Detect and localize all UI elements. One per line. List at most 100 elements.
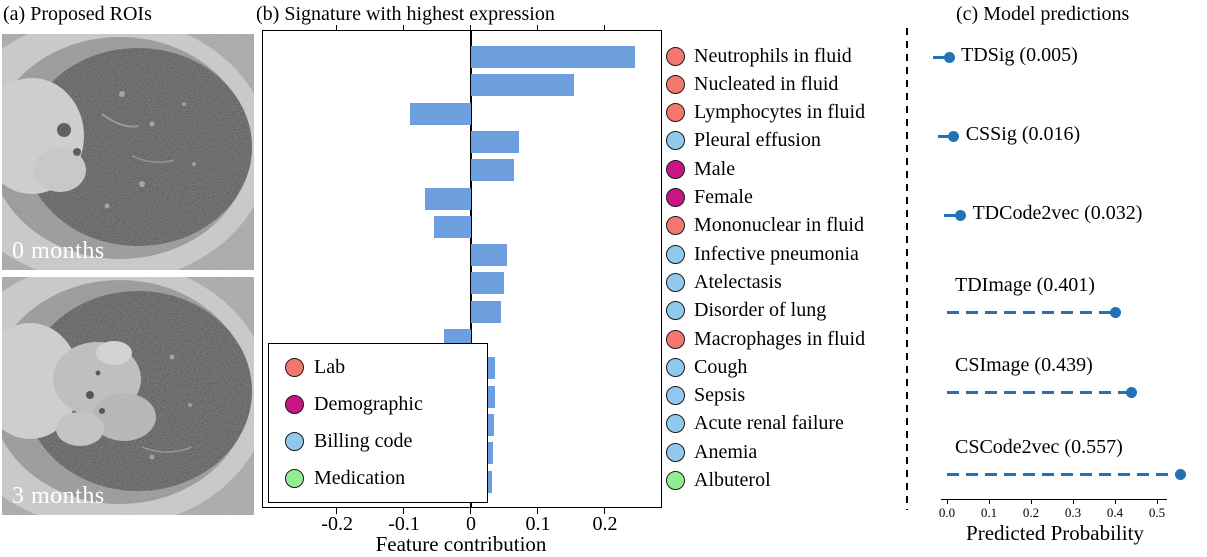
demographic-category-dot [666, 188, 685, 207]
feature-label-row: Anemia [666, 439, 757, 465]
x-tick-mark [335, 25, 338, 31]
billing-code-category-dot [666, 357, 685, 377]
feature-label: Sepsis [694, 384, 746, 407]
lab-category-dot [666, 329, 685, 349]
lab-category-dot [666, 46, 685, 66]
zero-axis-line [469, 31, 472, 507]
feature-label-row: Infective pneumonia [666, 241, 859, 267]
legend-label: Billing code [314, 430, 413, 452]
model-label: TDSig (0.005) [961, 44, 1078, 66]
x-tick-label: 0.4 [1106, 505, 1124, 520]
x-tick-mark [603, 507, 606, 514]
billing-code-category-dot [666, 272, 685, 292]
x-tick-mark [536, 25, 539, 31]
feature-label-row: Mononuclear in fluid [666, 213, 864, 239]
legend-color-dot [285, 469, 304, 488]
model-point [1125, 386, 1137, 398]
model-label: CSCode2vec (0.557) [955, 436, 1123, 458]
feature-bar [470, 300, 502, 323]
feature-label: Atelectasis [694, 270, 782, 293]
ct-timepoint-label: 3 months [12, 483, 105, 509]
model-label: CSImage (0.439) [955, 354, 1093, 376]
prediction-x-axis [941, 499, 1167, 501]
x-tick-label: 0.1 [525, 513, 551, 535]
feature-bar [470, 272, 504, 295]
billing-code-category-dot [666, 131, 685, 151]
feature-bar [425, 187, 471, 210]
feature-label-row: Atelectasis [666, 269, 782, 295]
feature-label-row: Neutrophils in fluid [666, 43, 852, 69]
signature-bar-chart: Lab Demographic Billing code Medication [262, 25, 662, 514]
feature-bar [470, 74, 575, 97]
feature-bar [470, 46, 635, 68]
feature-label: Albuterol [694, 469, 771, 491]
x-tick-mark [402, 507, 405, 514]
feature-label-row: Male [666, 156, 735, 182]
feature-label: Macrophages in fluid [694, 327, 866, 350]
feature-label: Disorder of lung [694, 299, 827, 322]
legend-item: Lab [285, 356, 471, 379]
x-tick-label: 0.0 [938, 505, 956, 520]
x-tick-label: -0.2 [321, 513, 353, 535]
feature-label: Acute renal failure [694, 412, 844, 435]
x-tick-label: -0.1 [388, 513, 420, 535]
x-tick-mark [1157, 500, 1159, 504]
signature-x-axis-label: Feature contribution [375, 532, 547, 556]
model-stem-line [933, 55, 950, 59]
feature-label: Male [694, 157, 736, 180]
feature-label-row: Lymphocytes in fluid [666, 100, 865, 126]
prediction-x-axis-label: Predicted Probability [966, 521, 1144, 545]
model-stem-line [947, 310, 1116, 314]
x-tick-label: 0.2 [1022, 505, 1040, 520]
x-tick-mark [469, 507, 472, 514]
billing-code-category-dot [666, 386, 685, 406]
chart-legend: Lab Demographic Billing code Medication [268, 343, 488, 503]
x-tick-label: 0.1 [980, 505, 998, 520]
ct-image-3-months: 3 months [2, 277, 254, 515]
ct-image-0-months: 0 months [2, 34, 254, 270]
lab-category-dot [666, 74, 685, 94]
model-label: TDImage (0.401) [955, 274, 1095, 296]
feature-label-row: Albuterol [666, 468, 771, 494]
model-stem-line [937, 134, 954, 138]
feature-label-row: Sepsis [666, 383, 745, 409]
feature-bar [470, 159, 515, 182]
model-stem-line [944, 213, 961, 217]
feature-label: Cough [694, 355, 748, 378]
legend-item: Medication [285, 467, 471, 490]
panel-b-title: (b) Signature with highest expression [256, 3, 555, 25]
demographic-category-dot [666, 159, 685, 179]
feature-label-row: Nucleated in fluid [666, 71, 838, 97]
x-tick-mark [335, 507, 338, 514]
model-label: TDCode2vec (0.032) [972, 202, 1143, 224]
feature-bar [470, 130, 519, 153]
legend-label: Lab [314, 356, 346, 378]
billing-code-category-dot [666, 301, 685, 321]
x-tick-mark [603, 25, 606, 31]
model-point [943, 51, 955, 63]
model-stem-line [947, 390, 1132, 394]
lab-category-dot [666, 216, 685, 236]
x-tick-label: 0.2 [592, 513, 618, 535]
x-tick-label: 0.3 [1064, 505, 1082, 520]
model-point [948, 130, 960, 142]
feature-label-row: Macrophages in fluid [666, 326, 865, 352]
feature-label: Female [694, 186, 753, 208]
feature-bar [470, 244, 508, 267]
feature-label: Infective pneumonia [694, 242, 859, 265]
legend-item: Billing code [285, 430, 471, 453]
model-label: CSSig (0.016) [965, 123, 1081, 145]
x-tick-mark [402, 25, 405, 31]
feature-bar [433, 215, 471, 238]
feature-label-column: Neutrophils in fluid Nucleated in fluid Ly… [666, 30, 904, 506]
lab-category-dot [666, 103, 685, 123]
feature-label: Lymphocytes in fluid [694, 101, 866, 124]
legend-color-dot [285, 432, 304, 451]
legend-color-dot [285, 395, 304, 414]
x-tick-mark [1073, 500, 1075, 504]
ct-scan-graphic [2, 34, 254, 270]
panel-c-title: (c) Model predictions [956, 3, 1130, 25]
feature-label-row: Female [666, 185, 753, 211]
feature-label: Pleural effusion [694, 129, 821, 152]
feature-label: Neutrophils in fluid [694, 44, 852, 67]
